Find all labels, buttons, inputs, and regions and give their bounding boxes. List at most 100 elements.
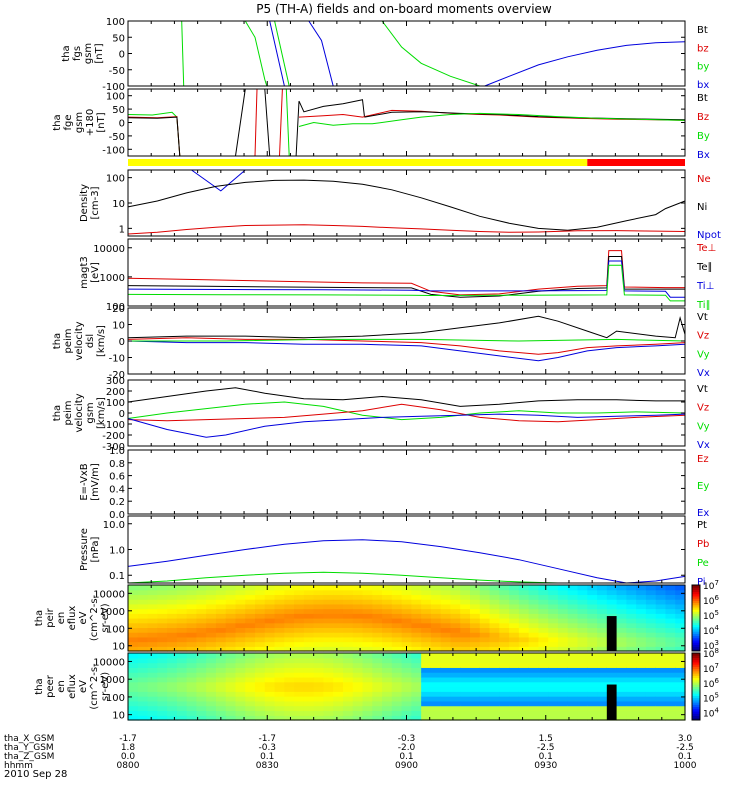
colorbar-cell: [692, 618, 700, 621]
spectrogram-cell: [675, 585, 686, 591]
spectrogram-cell: [313, 641, 325, 647]
y-tick-label: 10: [112, 321, 125, 332]
spectrogram-cell: [499, 646, 510, 652]
spectrogram-cell: [333, 622, 344, 629]
spectrogram-cell: [567, 646, 579, 652]
spectrogram-cell: [665, 594, 676, 600]
colorbar-cell: [692, 702, 700, 705]
spectrogram-cell: [342, 715, 354, 721]
spectrogram-cell: [518, 646, 530, 652]
y-axis-label: [nT]: [94, 43, 105, 63]
y-axis-label: dsl: [85, 334, 96, 348]
spectrogram-cell: [382, 594, 393, 600]
spectrogram-cell: [538, 627, 549, 633]
y-tick-label: -100: [102, 145, 125, 156]
spectrogram-cell: [382, 613, 393, 619]
y-tick-label: 0: [119, 119, 125, 130]
spectrogram-cell: [157, 632, 168, 638]
spectrogram-cell: [196, 636, 207, 643]
spectrogram-cell: [284, 627, 295, 633]
spectrogram-cell: [274, 613, 285, 619]
spectrogram-cell: [489, 672, 500, 678]
spectrogram-cell: [137, 589, 149, 596]
panel-frame: [127, 20, 686, 87]
series-line: [274, 20, 290, 87]
spectrogram-cell: [333, 676, 344, 683]
spectrogram-cell: [137, 603, 149, 610]
spectrogram-cell: [470, 710, 481, 716]
legend-entry: Bt: [697, 93, 708, 104]
spectrogram-cell: [157, 646, 168, 652]
spectrogram-cell: [421, 705, 432, 712]
spectrogram-cell: [342, 672, 354, 678]
spectrogram-cell: [342, 705, 354, 712]
spectrogram-cell: [264, 589, 276, 596]
spectrogram-cell: [245, 632, 256, 638]
spectrogram-cell: [401, 686, 412, 692]
spectrogram-cell: [616, 691, 627, 697]
spectrogram-cell: [577, 672, 588, 678]
spectrogram-cell: [382, 696, 393, 702]
spectrogram-cell: [128, 691, 139, 697]
spectrogram-cell: [557, 599, 569, 605]
spectrogram-cell: [294, 608, 305, 614]
legend-entry: Te∥: [696, 262, 713, 273]
spectrogram-cell: [597, 646, 608, 652]
spectrogram-cell: [225, 686, 237, 692]
spectrogram-cell: [636, 681, 647, 688]
spectrogram-cell: [675, 653, 686, 659]
ephemeris-value: 0.1: [399, 752, 413, 762]
spectrogram-cell: [440, 676, 452, 683]
spectrogram-cell: [470, 608, 481, 614]
spectrogram-cell: [264, 715, 276, 721]
spectrogram-cell: [372, 585, 383, 591]
spectrogram-cell: [528, 599, 540, 605]
spectrogram-cell: [147, 589, 158, 596]
spectrogram-cell: [323, 603, 334, 610]
ephemeris-value: 0930: [534, 761, 557, 771]
spectrogram-cell: [528, 622, 540, 629]
ephemeris-value: -2.5: [676, 743, 694, 753]
spectrogram-cell: [323, 657, 334, 664]
spectrogram-cell: [470, 667, 481, 673]
spectrogram-cell: [626, 599, 637, 605]
spectrogram-cell: [167, 599, 178, 605]
spectrogram-cell: [450, 646, 461, 652]
spectrogram-cell: [235, 700, 246, 707]
spectrogram-cell: [411, 657, 422, 664]
spectrogram-cell: [430, 691, 442, 697]
spectrogram-cell: [342, 613, 354, 619]
spectrogram-cell: [421, 599, 432, 605]
y-tick-label: 10.0: [103, 520, 125, 531]
spectrogram-cell: [450, 594, 461, 600]
spectrogram-cell: [382, 657, 393, 664]
spectrogram-cell: [470, 653, 481, 659]
spectrogram-cell: [362, 613, 373, 619]
spectrogram-cell: [264, 696, 276, 702]
spectrogram-cell: [382, 681, 393, 688]
spectrogram-cell: [235, 622, 246, 629]
spectrogram-cell: [372, 705, 383, 712]
spectrogram-cell: [548, 676, 559, 683]
spectrogram-cell: [137, 710, 149, 716]
spectrogram-cell: [636, 691, 647, 697]
spectrogram-cell: [284, 622, 295, 629]
spectrogram-cell: [362, 710, 373, 716]
spectrogram-cell: [157, 641, 168, 647]
spectrogram-cell: [626, 622, 637, 629]
spectrogram-cell: [528, 589, 540, 596]
spectrogram-cell: [323, 672, 334, 678]
spectrogram-cell: [577, 636, 588, 643]
spectrogram-cell: [577, 608, 588, 614]
spectrogram-cell: [557, 608, 569, 614]
spectrogram-cell: [411, 641, 422, 647]
spectrogram-cell: [557, 700, 569, 707]
spectrogram-cell: [362, 618, 373, 624]
spectrogram-cell: [137, 653, 149, 659]
spectrogram-cell: [382, 705, 393, 712]
colorbar-cell: [692, 611, 700, 615]
spectrogram-cell: [479, 686, 491, 692]
spectrogram-cell: [470, 641, 481, 647]
spectrogram-cell: [137, 676, 149, 683]
spectrogram-cell: [421, 715, 432, 721]
